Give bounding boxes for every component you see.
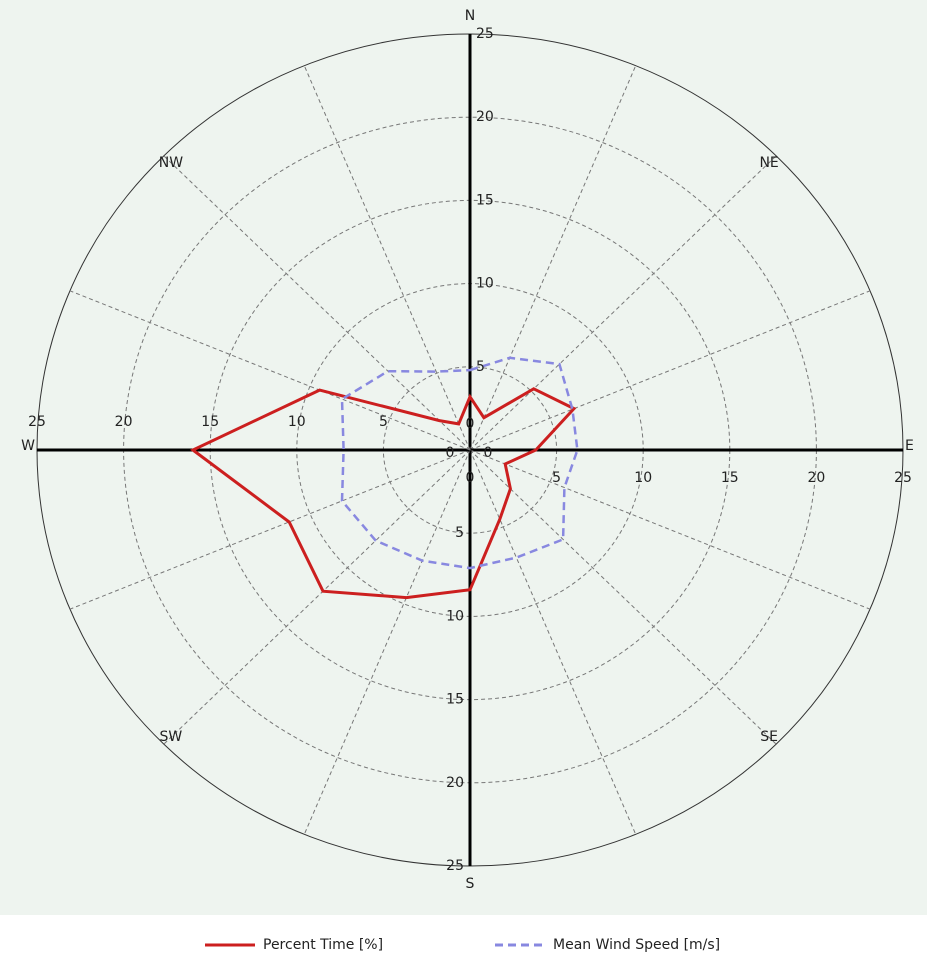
spoke (69, 449, 471, 610)
spoke (469, 155, 777, 451)
r-tick-label: 5 (552, 470, 561, 486)
grid (36, 33, 904, 867)
direction-label: NE (759, 155, 778, 171)
r-tick-label: 20 (807, 470, 825, 486)
r-tick-label: 10 (476, 276, 494, 292)
spoke (469, 449, 777, 745)
labels: 0000555510101010151515152020202025252525… (21, 8, 914, 953)
r-tick-label: 0 (446, 445, 455, 461)
r-tick-label: 20 (476, 109, 494, 125)
r-tick-label: 15 (201, 414, 219, 430)
r-tick-label: 15 (446, 692, 464, 708)
r-tick-label: 5 (455, 525, 464, 541)
spoke (69, 290, 471, 451)
spoke (163, 155, 471, 451)
direction-label: W (21, 438, 35, 454)
r-tick-label: 15 (721, 470, 739, 486)
r-tick-label: 10 (288, 414, 306, 430)
r-tick-label: 0 (484, 445, 493, 461)
r-tick-label: 25 (28, 414, 46, 430)
r-tick-label: 0 (466, 416, 475, 432)
series-line (340, 356, 579, 570)
spoke (469, 290, 871, 451)
r-tick-label: 20 (446, 775, 464, 791)
direction-label: SW (160, 729, 183, 745)
legend-label: Mean Wind Speed [m/s] (553, 937, 720, 953)
direction-label: E (905, 438, 914, 454)
direction-label: S (466, 876, 475, 892)
direction-label: SE (760, 729, 778, 745)
direction-label: N (465, 8, 475, 24)
r-tick-label: 25 (446, 858, 464, 874)
spoke (163, 449, 471, 745)
r-tick-label: 25 (476, 26, 494, 42)
r-tick-label: 10 (634, 470, 652, 486)
legend-label: Percent Time [%] (263, 937, 383, 953)
r-tick-label: 10 (446, 608, 464, 624)
r-tick-label: 5 (379, 414, 388, 430)
r-tick-label: 25 (894, 470, 912, 486)
marks (190, 356, 579, 600)
series-line (190, 387, 577, 600)
r-tick-label: 20 (115, 414, 133, 430)
spoke (469, 449, 871, 610)
r-tick-label: 15 (476, 192, 494, 208)
legend-background (0, 915, 927, 970)
r-tick-label: 5 (476, 359, 485, 375)
direction-label: NW (159, 155, 183, 171)
r-tick-label: 0 (466, 470, 475, 486)
